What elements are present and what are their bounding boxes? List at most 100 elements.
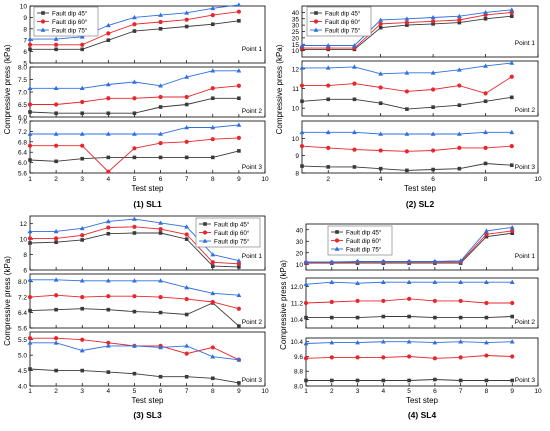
point-label: Point 1	[515, 40, 536, 47]
data-point	[458, 339, 464, 344]
data-point	[355, 340, 360, 345]
data-point	[483, 16, 488, 21]
series-line	[30, 137, 239, 173]
legend-entry: Fault dip 60°	[214, 229, 250, 237]
data-point	[158, 105, 163, 109]
data-point	[132, 343, 137, 348]
data-point	[457, 145, 462, 150]
data-point	[106, 96, 111, 101]
x-tick-label: 6	[433, 388, 437, 395]
data-point	[326, 97, 331, 102]
data-point	[404, 89, 409, 94]
x-tick-label: 2	[326, 176, 330, 183]
legend: Fault dip 45°Fault dip 60°Fault dip 75°	[306, 6, 372, 37]
data-point	[105, 218, 111, 224]
data-point	[458, 378, 463, 383]
y-tick-label: 7.2	[18, 129, 27, 136]
y-tick-label: 30	[292, 23, 300, 30]
data-point	[405, 23, 409, 27]
data-point	[158, 27, 163, 31]
data-point	[509, 224, 515, 230]
data-point	[352, 97, 357, 102]
panel-frame	[29, 5, 266, 64]
data-point	[405, 168, 409, 173]
y-tick-label: 10.4	[290, 339, 303, 346]
data-point	[106, 307, 111, 312]
point-label: Point 2	[242, 319, 263, 326]
series-1	[28, 367, 241, 385]
panel-1: 10 20 30 40 Point 1	[296, 223, 539, 271]
data-point	[132, 155, 137, 160]
point-label: Point 1	[242, 46, 263, 53]
point-label: Point 1	[515, 253, 536, 260]
y-tick-label: 40	[296, 227, 304, 234]
point-label: Point 3	[242, 377, 263, 384]
y-tick-label: 8.0	[18, 65, 27, 72]
data-point	[158, 155, 163, 160]
data-point	[510, 228, 515, 233]
data-point	[54, 307, 58, 312]
data-point	[406, 339, 412, 344]
y-tick-label: 15	[292, 42, 300, 49]
data-point	[483, 99, 488, 104]
legend-marker	[334, 246, 340, 251]
data-point	[378, 25, 383, 30]
data-point	[106, 370, 111, 374]
data-point	[483, 91, 488, 96]
data-point	[54, 102, 59, 107]
y-axis-label: Compressive press (kPa)	[279, 260, 288, 350]
y-tick-label: 11.2	[291, 301, 304, 308]
y-tick-label: 8	[23, 26, 27, 33]
data-point	[355, 355, 360, 360]
y-axis-label: Compressive press (kPa)	[3, 256, 12, 346]
data-point	[80, 295, 85, 300]
data-point	[54, 293, 59, 298]
data-point	[237, 381, 241, 385]
x-tick-label: 5	[133, 176, 137, 183]
data-point	[210, 68, 216, 73]
data-point	[158, 344, 163, 350]
data-point	[406, 279, 412, 284]
data-point	[352, 129, 357, 135]
data-point	[509, 14, 514, 18]
data-point	[329, 279, 335, 284]
data-point	[431, 87, 436, 92]
x-tick-label: 2	[54, 388, 58, 395]
data-point	[27, 228, 33, 234]
data-point	[210, 299, 215, 305]
subfigure-caption: (1) SL1	[133, 199, 162, 209]
data-point	[299, 144, 305, 149]
y-tick-label: 6.0	[18, 115, 27, 122]
data-point	[54, 368, 58, 373]
data-point	[303, 356, 309, 361]
y-tick-label: 5.6	[18, 326, 27, 333]
subplot-sl1: 5 6 7 8 9 10 Point 1 6.0 6.5 7.0 7.5 8.0 Point 2 5.6 6…	[3, 2, 269, 209]
data-point	[54, 143, 59, 148]
x-tick-label: 10	[261, 176, 269, 183]
data-point	[484, 315, 489, 320]
legend-entry: Fault dip 75°	[346, 245, 382, 253]
x-tick-label: 8	[211, 176, 215, 183]
data-point	[236, 68, 242, 73]
point-label: Point 3	[515, 377, 536, 384]
legend-marker	[314, 11, 318, 15]
data-point	[303, 300, 309, 306]
y-axis-label: Compressive press (kPa)	[275, 44, 284, 134]
data-point	[184, 155, 189, 160]
data-point	[210, 13, 215, 18]
series-3	[299, 60, 515, 76]
data-point	[132, 111, 137, 116]
data-point	[458, 258, 464, 263]
data-point	[184, 17, 189, 22]
data-point	[329, 259, 335, 264]
data-point	[407, 296, 412, 301]
data-point	[210, 345, 215, 350]
data-point	[378, 166, 383, 171]
data-point	[132, 216, 137, 221]
data-point	[158, 278, 163, 283]
data-point	[27, 36, 33, 41]
data-point	[28, 367, 32, 371]
data-point	[105, 278, 111, 283]
data-point	[105, 82, 111, 87]
data-point	[483, 161, 488, 166]
